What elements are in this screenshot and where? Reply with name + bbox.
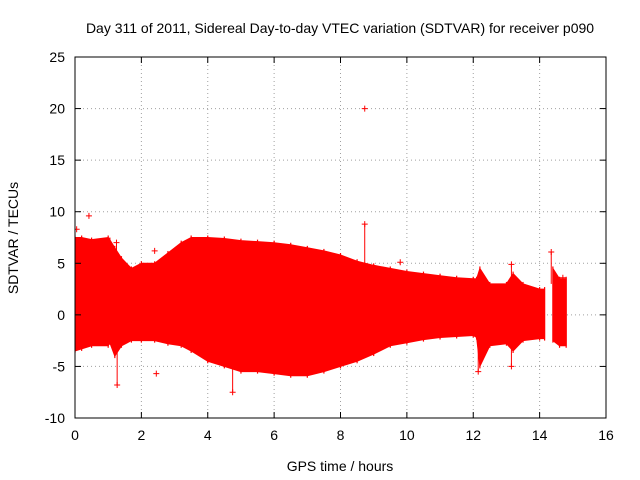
y-tick-label: 25 xyxy=(49,49,65,65)
chart-title: Day 311 of 2011, Sidereal Day-to-day VTE… xyxy=(86,20,594,36)
y-tick-label: 10 xyxy=(49,204,65,220)
y-tick-label: 20 xyxy=(49,101,65,117)
y-tick-label: -5 xyxy=(53,358,66,374)
plot-area xyxy=(75,105,567,396)
x-tick-label: 8 xyxy=(337,427,345,443)
outlier-point xyxy=(151,247,158,254)
x-tick-label: 16 xyxy=(598,427,614,443)
x-tick-label: 2 xyxy=(137,427,145,443)
outlier-point xyxy=(361,105,368,112)
outlier-point xyxy=(75,226,80,233)
y-tick-label: 5 xyxy=(57,255,65,271)
x-tick-label: 0 xyxy=(71,427,79,443)
data-band xyxy=(75,236,546,377)
outlier-point xyxy=(85,212,92,219)
y-tick-label: -10 xyxy=(45,410,65,426)
axis-ticks: 0 2 4 6 8 10 12 14 16 -10 -5 0 5 10 15 20 25 xyxy=(45,49,614,443)
outlier-point xyxy=(397,259,404,266)
y-tick-label: 0 xyxy=(57,307,65,323)
x-tick-label: 14 xyxy=(532,427,548,443)
outlier-point xyxy=(153,370,160,377)
x-tick-label: 12 xyxy=(465,427,481,443)
x-tick-label: 6 xyxy=(270,427,278,443)
x-tick-label: 10 xyxy=(399,427,415,443)
x-tick-label: 4 xyxy=(204,427,212,443)
y-axis-label: SDTVAR / TECUs xyxy=(5,182,21,294)
y-tick-label: 15 xyxy=(49,152,65,168)
outlier-point xyxy=(559,274,566,281)
x-axis-label: GPS time / hours xyxy=(287,458,394,474)
